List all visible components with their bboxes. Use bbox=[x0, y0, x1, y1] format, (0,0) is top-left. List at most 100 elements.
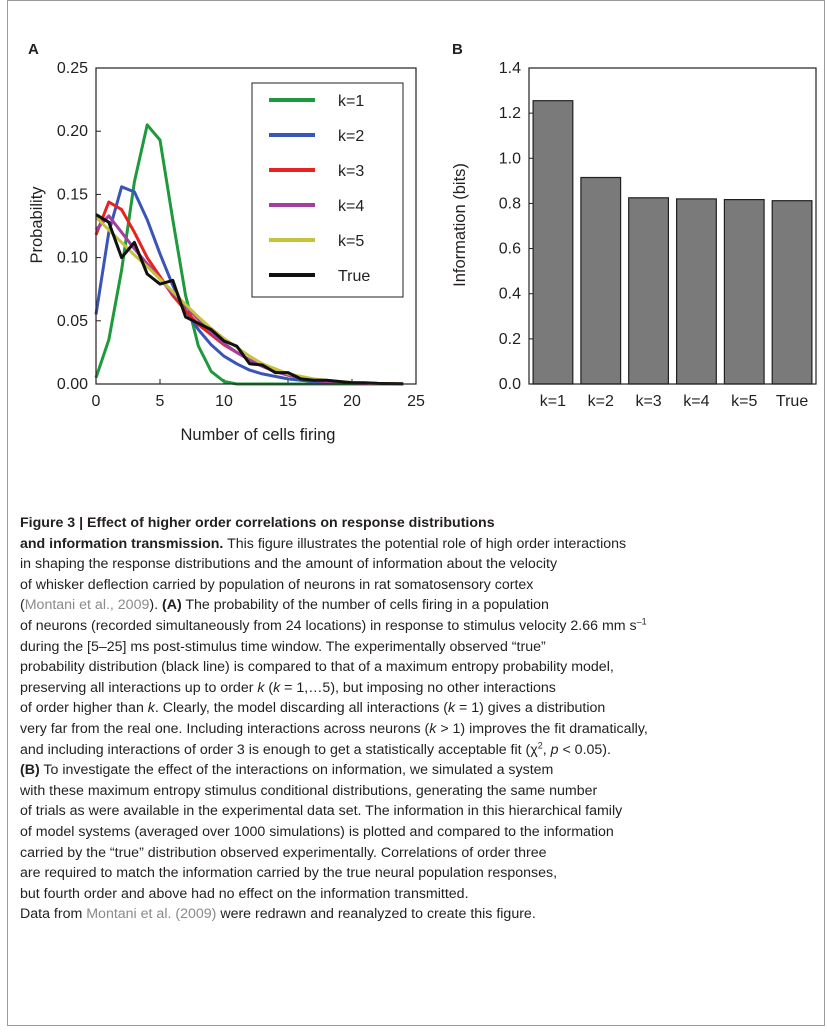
y-tick-label: 0.2 bbox=[499, 331, 521, 348]
x-tick-label: 0 bbox=[92, 393, 101, 410]
caption-line-7: during the [5–25] ms post-stimulus time … bbox=[20, 638, 546, 655]
figure-charts: A 0.00 0.05 0.10 0.15 0.20 0.25 0 5 10 15 20 25 k=… bbox=[28, 41, 817, 444]
citation-link[interactable]: Montani et al. (2009) bbox=[86, 906, 217, 923]
caption-text: preserving all interactions up to order bbox=[20, 679, 258, 696]
caption-text: ( bbox=[264, 679, 274, 696]
caption-line-6: of neurons (recorded simultaneously from… bbox=[20, 616, 820, 637]
caption-title-line-2: and information transmission. bbox=[20, 535, 224, 552]
x-tick-label: 20 bbox=[343, 393, 361, 410]
x-tick-label: k=5 bbox=[731, 393, 757, 410]
panel-a-y-ticks: 0.00 0.05 0.10 0.15 0.20 0.25 bbox=[57, 60, 101, 393]
y-tick-label: 1.0 bbox=[499, 150, 521, 167]
panel-a-letter: A bbox=[28, 41, 39, 58]
caption-italic: k bbox=[447, 700, 456, 717]
caption-text: . Clearly, the model discarding all inte… bbox=[154, 700, 448, 717]
bar-k-2 bbox=[580, 176, 622, 385]
caption-text: and including interactions of order 3 is… bbox=[20, 741, 538, 758]
caption-italic: k bbox=[273, 679, 281, 696]
caption-text: This figure illustrates the potential ro… bbox=[223, 535, 627, 552]
caption-text: ). bbox=[149, 597, 162, 614]
caption-line-16: of model systems (averaged over 1000 sim… bbox=[20, 823, 614, 840]
caption-text: The probability of the number of cells f… bbox=[181, 597, 549, 614]
caption-text: = 1,…5), but imposing no other interacti… bbox=[280, 679, 556, 696]
caption-line-3: in shaping the response distributions an… bbox=[20, 556, 558, 573]
panel-b-y-ticks: 0.0 0.2 0.4 0.6 0.8 1.0 1.2 1.4 bbox=[499, 60, 534, 393]
panel-a-x-axis-label: Number of cells firing bbox=[181, 426, 336, 444]
caption-text: very far from the real one. Including in… bbox=[20, 720, 430, 737]
legend-label: k=3 bbox=[338, 163, 364, 180]
caption-superscript: 2 bbox=[537, 739, 543, 750]
figure-caption: Figure 3 | Effect of higher order correl… bbox=[20, 513, 820, 925]
series-line-true bbox=[95, 213, 404, 386]
y-tick-label: 0.10 bbox=[57, 250, 88, 267]
y-tick-label: 0.8 bbox=[499, 195, 521, 212]
panel-a-x-ticks: 0 5 10 15 20 25 bbox=[92, 379, 425, 410]
caption-line-20: Data from Montani et al. (2009) were red… bbox=[20, 904, 820, 925]
x-tick-label: k=3 bbox=[635, 393, 661, 410]
caption-text: , bbox=[542, 741, 551, 758]
caption-line-15: of trials as were available in the exper… bbox=[20, 803, 623, 820]
caption-line-2: and information transmission. This figur… bbox=[20, 534, 820, 555]
caption-text: To investigate the effect of the interac… bbox=[39, 762, 554, 779]
caption-italic: k bbox=[147, 700, 155, 717]
caption-superscript: –1 bbox=[636, 616, 647, 627]
panel-a-plot-frame bbox=[95, 67, 417, 385]
caption-line-17: carried by the “true” distribution obser… bbox=[20, 844, 547, 861]
caption-line-19: but fourth order and above had no effect… bbox=[20, 885, 469, 902]
panel-b-plot-frame bbox=[528, 67, 817, 385]
citation-link[interactable]: Montani et al., 2009 bbox=[24, 597, 150, 614]
x-tick-label: 15 bbox=[279, 393, 297, 410]
caption-line-5: (Montani et al., 2009). (A) The probabil… bbox=[20, 595, 820, 616]
panel-a-legend: k=1 k=2 k=3 k=4 k=5 True bbox=[251, 82, 404, 298]
caption-line-11: very far from the real one. Including in… bbox=[20, 719, 820, 740]
caption-text: were redrawn and reanalyzed to create th… bbox=[216, 906, 536, 923]
caption-line-10: of order higher than k. Clearly, the mod… bbox=[20, 698, 820, 719]
panel-b-letter: B bbox=[452, 41, 463, 58]
caption-line-12: and including interactions of order 3 is… bbox=[20, 740, 820, 761]
y-tick-label: 1.4 bbox=[499, 60, 521, 77]
bar-k-5 bbox=[723, 199, 765, 385]
x-tick-label: True bbox=[776, 393, 808, 410]
y-tick-label: 0.00 bbox=[57, 376, 88, 393]
legend-box bbox=[251, 82, 404, 298]
y-tick-label: 0.0 bbox=[499, 376, 521, 393]
x-tick-label: 25 bbox=[407, 393, 425, 410]
caption-text: of neurons (recorded simultaneously from… bbox=[20, 617, 637, 634]
caption-text: Data from bbox=[20, 906, 87, 923]
caption-line-9: preserving all interactions up to order … bbox=[20, 678, 820, 699]
bar-k-3 bbox=[628, 197, 670, 385]
x-tick-label: k=1 bbox=[540, 393, 566, 410]
x-tick-label: k=2 bbox=[588, 393, 614, 410]
x-tick-label: 5 bbox=[156, 393, 165, 410]
y-tick-label: 0.20 bbox=[57, 123, 88, 140]
legend-label: True bbox=[338, 268, 370, 285]
y-tick-label: 0.15 bbox=[57, 186, 88, 203]
y-tick-label: 0.25 bbox=[57, 60, 88, 77]
legend-label: k=1 bbox=[338, 93, 364, 110]
legend-label: k=5 bbox=[338, 233, 364, 250]
caption-text: = 1) gives a distribution bbox=[455, 700, 606, 717]
legend-label: k=2 bbox=[338, 128, 364, 145]
caption-line-14: with these maximum entropy stimulus cond… bbox=[20, 782, 598, 799]
panel-b-y-axis-label: Information (bits) bbox=[451, 163, 469, 287]
caption-line-4: of whisker deflection carried by populat… bbox=[20, 576, 534, 593]
y-tick-label: 0.6 bbox=[499, 241, 521, 258]
caption-text: ( bbox=[20, 597, 25, 614]
bar-k-1 bbox=[532, 100, 574, 385]
caption-line-13: (B) To investigate the effect of the int… bbox=[20, 760, 820, 781]
caption-italic: k bbox=[257, 679, 265, 696]
y-tick-label: 0.05 bbox=[57, 313, 88, 330]
bar-k-4 bbox=[675, 198, 717, 385]
y-tick-label: 1.2 bbox=[499, 105, 521, 122]
x-tick-label: 10 bbox=[215, 393, 233, 410]
caption-text: > 1) improves the fit dramatically, bbox=[436, 720, 648, 737]
caption-line-18: are required to match the information ca… bbox=[20, 865, 558, 882]
caption-italic: p bbox=[550, 741, 559, 758]
caption-panel-ref-a: (A) bbox=[161, 597, 182, 614]
caption-line-8: probability distribution (black line) is… bbox=[20, 659, 614, 676]
panel-b: B 0.00.20.40.60.81.01.21.4 k=1 k=2 k=3 k=4 k… bbox=[451, 41, 817, 410]
x-tick-label: k=4 bbox=[683, 393, 709, 410]
caption-panel-ref-b: (B) bbox=[20, 762, 40, 779]
panel-b-bars bbox=[532, 100, 813, 385]
caption-title-line-1: Figure 3 | Effect of higher order correl… bbox=[20, 515, 495, 531]
